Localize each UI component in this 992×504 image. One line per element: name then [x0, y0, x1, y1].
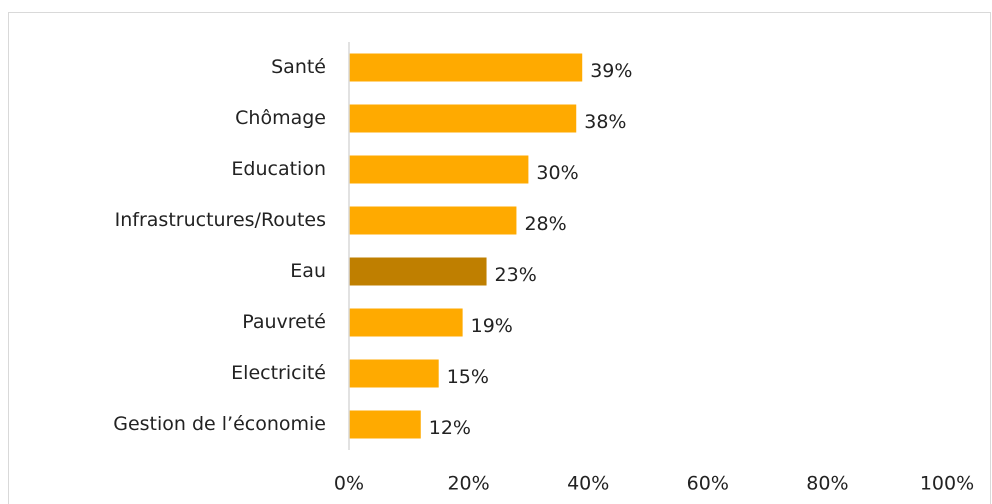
y-tick-label: Electricité	[231, 362, 326, 384]
bar	[349, 359, 439, 388]
y-tick-label: Pauvreté	[242, 311, 326, 333]
data-label: 15%	[447, 366, 489, 388]
x-tick-label: 40%	[567, 473, 609, 495]
y-tick-label: Infrastructures/Routes	[115, 209, 326, 231]
data-label: 30%	[536, 162, 578, 184]
bar	[349, 410, 421, 439]
y-tick-label: Santé	[271, 56, 326, 78]
data-label: 38%	[584, 111, 626, 133]
chart-border	[8, 12, 991, 504]
data-label: 12%	[429, 417, 471, 439]
x-tick-label: 20%	[447, 473, 489, 495]
bar	[349, 257, 487, 286]
data-label: 19%	[471, 315, 513, 337]
x-tick-label: 60%	[687, 473, 729, 495]
bar	[349, 155, 529, 184]
data-label: 23%	[495, 264, 537, 286]
x-tick-label: 80%	[806, 473, 848, 495]
y-tick-label: Education	[231, 158, 326, 180]
x-tick-label: 100%	[920, 473, 974, 495]
y-tick-label: Eau	[290, 260, 326, 282]
bar	[349, 104, 577, 133]
y-tick-label: Chômage	[235, 107, 326, 129]
bar	[349, 206, 517, 235]
bar	[349, 53, 583, 82]
data-label: 28%	[524, 213, 566, 235]
data-label: 39%	[590, 60, 632, 82]
x-tick-label: 0%	[334, 473, 364, 495]
bar	[349, 308, 463, 337]
y-tick-label: Gestion de l’économie	[113, 413, 326, 435]
